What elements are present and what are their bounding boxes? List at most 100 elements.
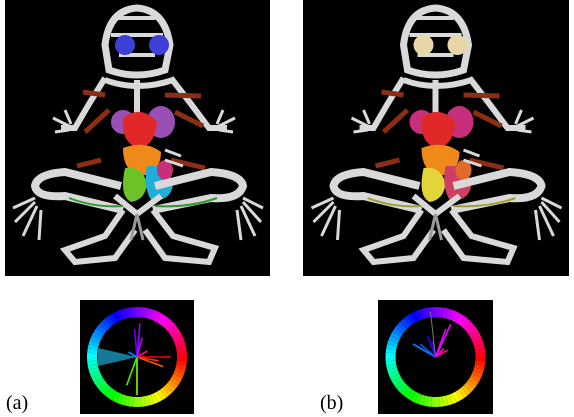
hue-ring-segment bbox=[473, 367, 484, 375]
hue-ring-segment bbox=[435, 396, 440, 407]
hue-ring-segment bbox=[394, 324, 405, 335]
hue-ring-segment bbox=[153, 391, 162, 403]
hue-ring-segment bbox=[397, 382, 408, 393]
hue-ring-segment bbox=[159, 316, 170, 327]
color-wheel-b bbox=[378, 300, 493, 414]
radial-line bbox=[430, 311, 436, 358]
hue-ring-segment bbox=[390, 332, 401, 341]
hue-ring-segment bbox=[98, 382, 109, 393]
hue-ring-segment bbox=[137, 396, 142, 407]
hue-ring-segment bbox=[385, 352, 396, 357]
eye-right bbox=[149, 35, 169, 55]
hue-ring-segment bbox=[471, 370, 483, 379]
hue-ring-segment bbox=[471, 335, 483, 344]
histogram-spike bbox=[133, 329, 138, 358]
left-foot bbox=[310, 196, 341, 241]
hue-ring-segment bbox=[147, 308, 155, 320]
histogram-wedge bbox=[98, 348, 137, 366]
hue-ring-segment bbox=[468, 328, 479, 337]
hue-ring-segment bbox=[392, 328, 403, 337]
hue-ring-segment bbox=[385, 348, 397, 354]
blood-vessels bbox=[76, 89, 206, 171]
tail-bones bbox=[428, 213, 443, 241]
right-shin bbox=[142, 208, 220, 266]
hue-ring-segment bbox=[167, 324, 178, 335]
right-arm bbox=[467, 76, 526, 131]
blood-vessels bbox=[374, 89, 505, 171]
hue-ring-segment bbox=[101, 385, 112, 396]
tail-bones bbox=[129, 213, 145, 241]
hue-ring-segment bbox=[386, 363, 397, 370]
hue-ring-segment bbox=[435, 307, 440, 318]
hue-ring-segment bbox=[403, 387, 413, 398]
hue-ring-segment bbox=[162, 318, 173, 329]
hue-ring-segment bbox=[414, 393, 422, 404]
left-femur bbox=[30, 167, 124, 214]
hue-ring-segment bbox=[98, 321, 109, 332]
hue-ring-segment bbox=[475, 357, 486, 362]
hue-ring-segment bbox=[445, 394, 453, 406]
right-arm bbox=[168, 76, 227, 131]
frog-group bbox=[12, 4, 264, 266]
hue-ring-segment bbox=[406, 389, 416, 401]
hue-ring-segment bbox=[157, 313, 166, 325]
histogram-spike bbox=[434, 347, 445, 358]
right-foot bbox=[534, 196, 563, 241]
hue-ring-segment bbox=[171, 332, 183, 341]
hue-ring-segment bbox=[422, 395, 429, 407]
intestine-left bbox=[123, 167, 147, 202]
hue-ring-segment bbox=[165, 321, 176, 332]
ribs bbox=[164, 148, 184, 168]
hue-ring-segment bbox=[385, 357, 396, 362]
hue-ring-segment bbox=[458, 387, 468, 398]
hue-ring-segment bbox=[463, 382, 474, 393]
right-hand bbox=[514, 109, 535, 134]
hue-ring-segment bbox=[104, 387, 115, 398]
histogram-spike bbox=[136, 337, 143, 358]
hue-ring-segment bbox=[455, 313, 465, 325]
hue-ring-segment bbox=[468, 377, 479, 386]
hue-ring-segment bbox=[157, 389, 166, 401]
hue-ring-segment bbox=[410, 391, 419, 403]
hue-ring-segment bbox=[474, 363, 485, 370]
hue-ring-segment bbox=[140, 396, 146, 407]
hue-ring-segment bbox=[128, 307, 134, 318]
eye-left bbox=[115, 35, 135, 55]
hue-ring-segment bbox=[449, 393, 457, 404]
hue-ring-segment bbox=[108, 389, 117, 401]
heart bbox=[421, 111, 456, 148]
hue-ring-segment bbox=[132, 307, 137, 318]
hue-histogram-wheel-a bbox=[87, 307, 187, 407]
hue-ring-segment bbox=[108, 313, 117, 325]
right-femur bbox=[450, 167, 546, 214]
hue-ring-segment bbox=[414, 310, 422, 321]
hue-ring-segment bbox=[475, 352, 486, 357]
hue-ring-segment bbox=[87, 357, 98, 362]
left-femur bbox=[329, 167, 423, 214]
hue-ring-segment bbox=[438, 307, 445, 318]
left-shin bbox=[59, 208, 138, 266]
hue-ring-segment bbox=[388, 335, 400, 344]
hue-ring-segment bbox=[175, 363, 187, 370]
histogram-spike bbox=[136, 350, 148, 358]
hue-ring-segment bbox=[169, 328, 181, 337]
hue-ring-segment bbox=[153, 311, 162, 323]
hue-ring-segment bbox=[470, 332, 481, 341]
hue-ring-segment bbox=[112, 311, 121, 323]
hue-ring-segment bbox=[112, 391, 121, 403]
hue-ring-segment bbox=[418, 308, 426, 320]
hue-ring-segment bbox=[176, 360, 187, 366]
heart bbox=[122, 111, 157, 148]
hue-ring-segment bbox=[174, 339, 186, 347]
histogram-spike bbox=[434, 324, 452, 358]
hue-ring-segment bbox=[438, 396, 445, 407]
hue-ring-segment bbox=[167, 379, 178, 390]
histogram-spike bbox=[136, 356, 164, 368]
hue-ring-segment bbox=[385, 360, 397, 366]
hue-ring-segment bbox=[474, 344, 485, 351]
hue-ring-segment bbox=[128, 396, 134, 407]
hue-ring-segment bbox=[87, 352, 98, 357]
hue-ring-segment bbox=[169, 377, 181, 386]
hue-ring-segment bbox=[387, 339, 398, 347]
right-hand bbox=[215, 109, 236, 134]
